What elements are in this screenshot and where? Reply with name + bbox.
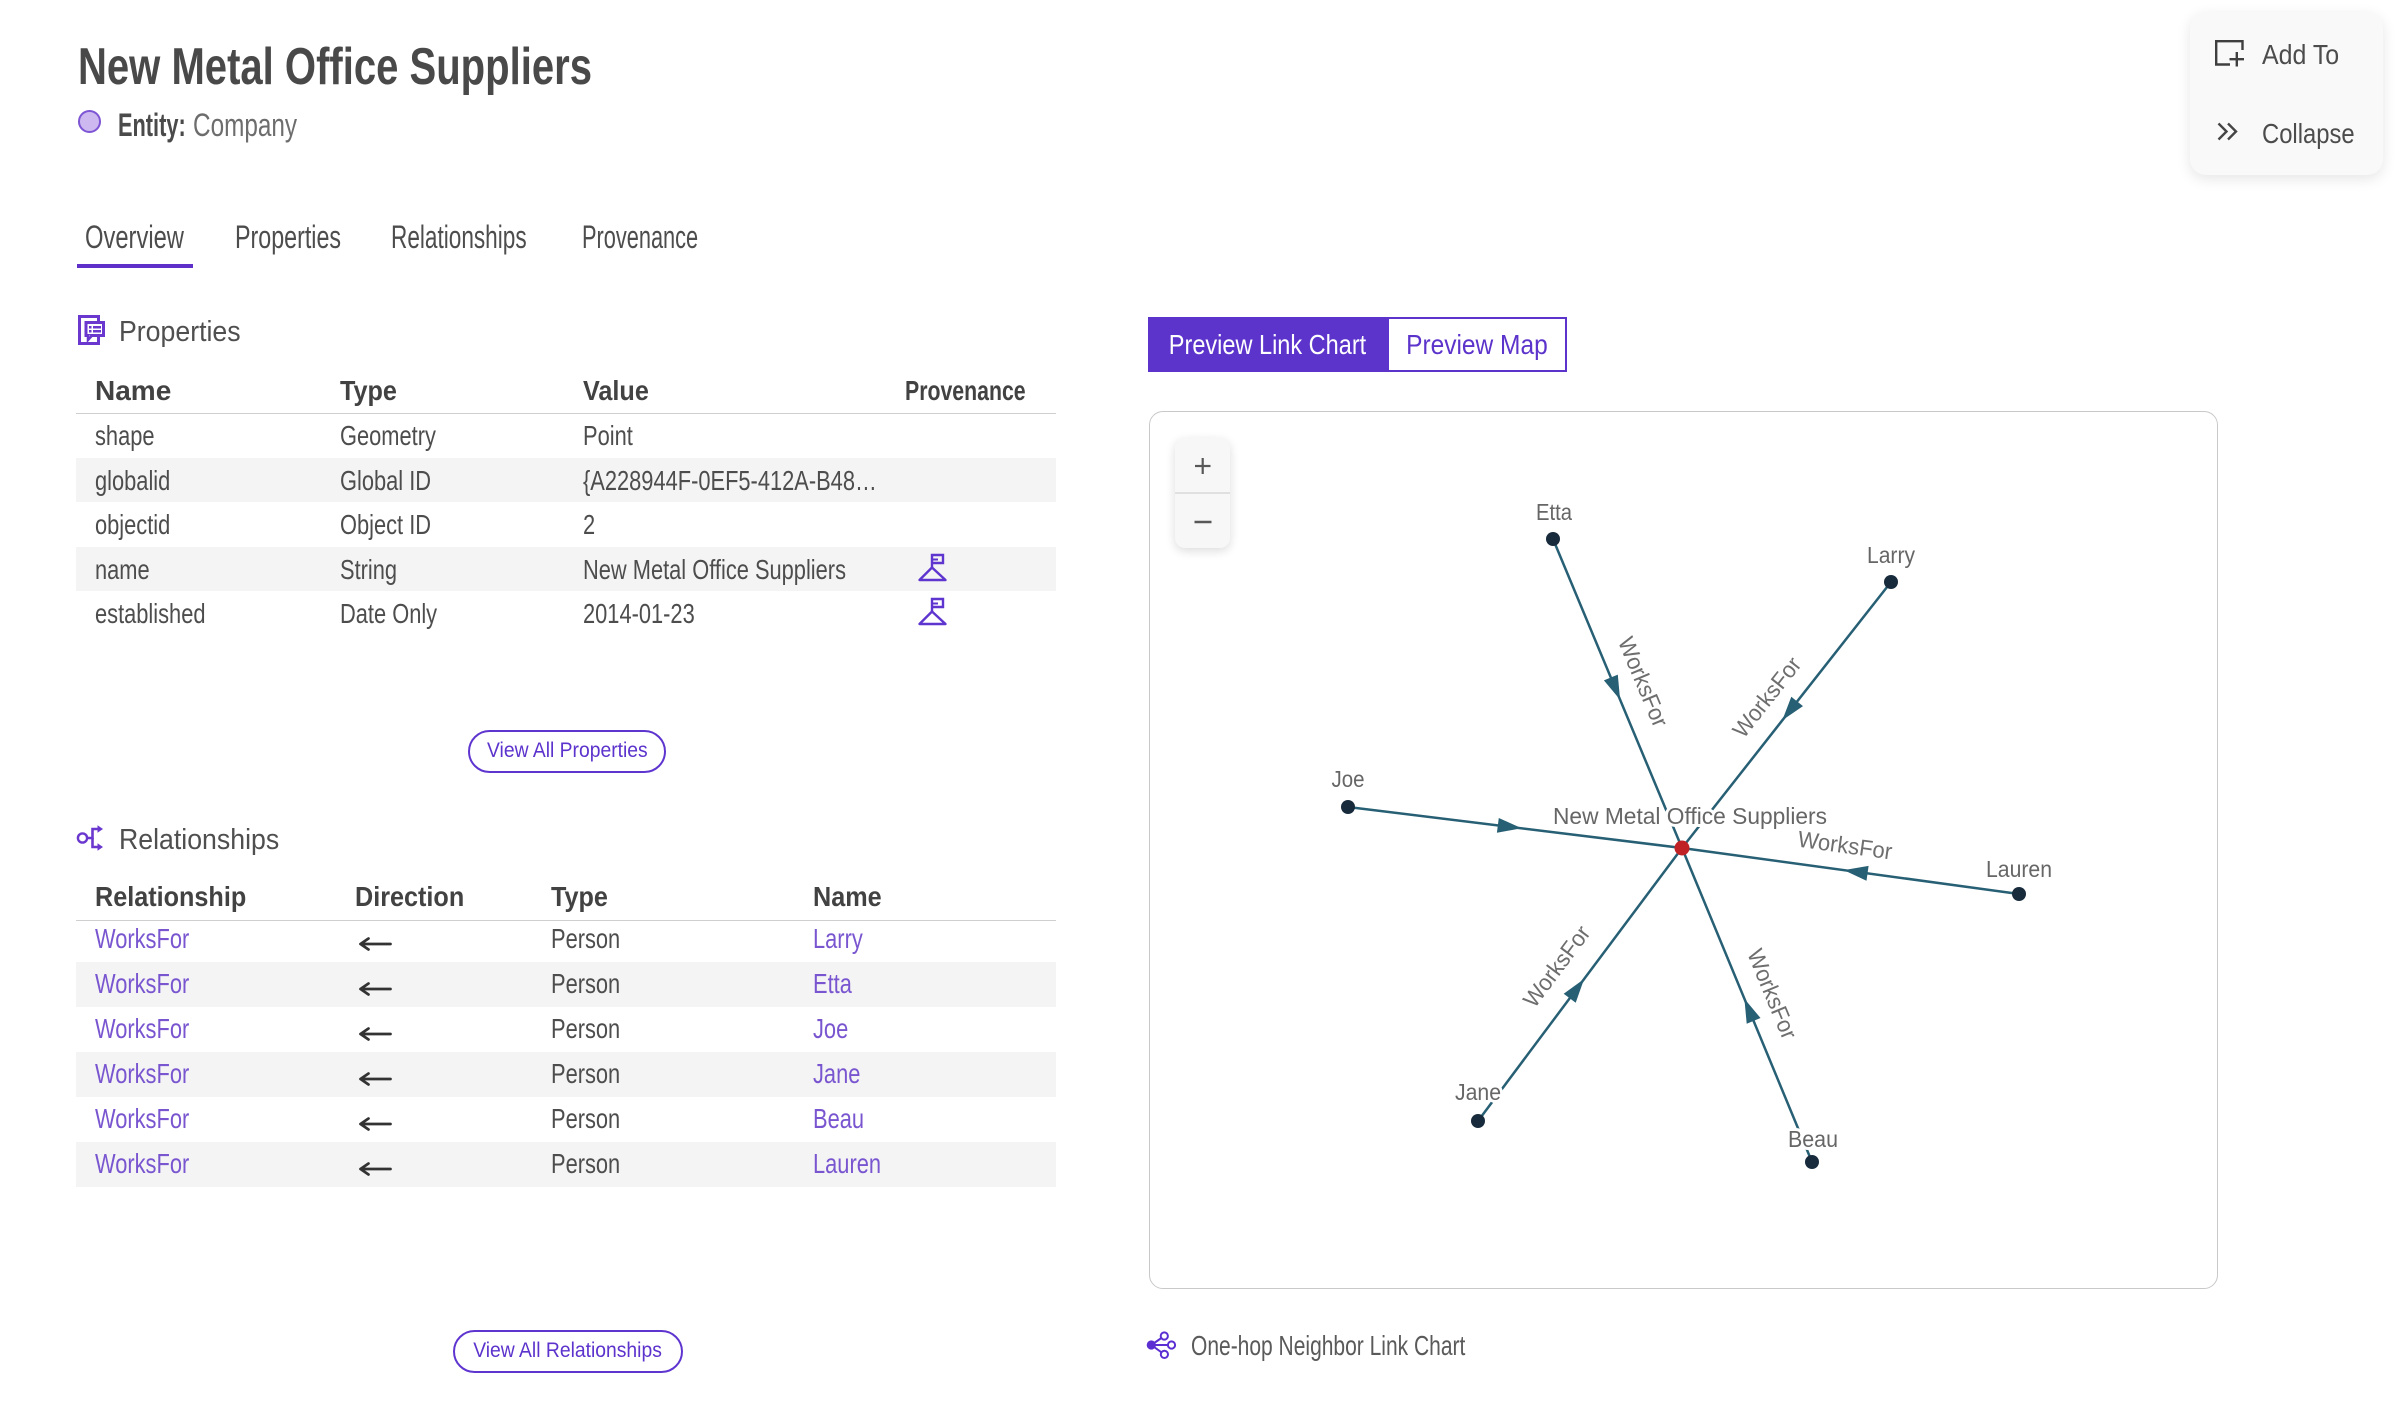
svg-text:WorksFor: WorksFor: [1742, 945, 1802, 1043]
svg-text:New Metal Office Suppliers: New Metal Office Suppliers: [1553, 803, 1827, 829]
svg-text:Lauren: Lauren: [1986, 856, 2052, 882]
svg-text:Joe: Joe: [1332, 766, 1365, 792]
svg-text:WorksFor: WorksFor: [1796, 826, 1894, 865]
svg-text:Larry: Larry: [1867, 542, 1915, 568]
svg-text:WorksFor: WorksFor: [1613, 633, 1674, 731]
svg-text:WorksFor: WorksFor: [1518, 920, 1596, 1012]
svg-text:Beau: Beau: [1788, 1126, 1838, 1152]
svg-text:Etta: Etta: [1536, 499, 1572, 525]
svg-text:Jane: Jane: [1455, 1079, 1501, 1105]
svg-text:WorksFor: WorksFor: [1727, 651, 1806, 742]
